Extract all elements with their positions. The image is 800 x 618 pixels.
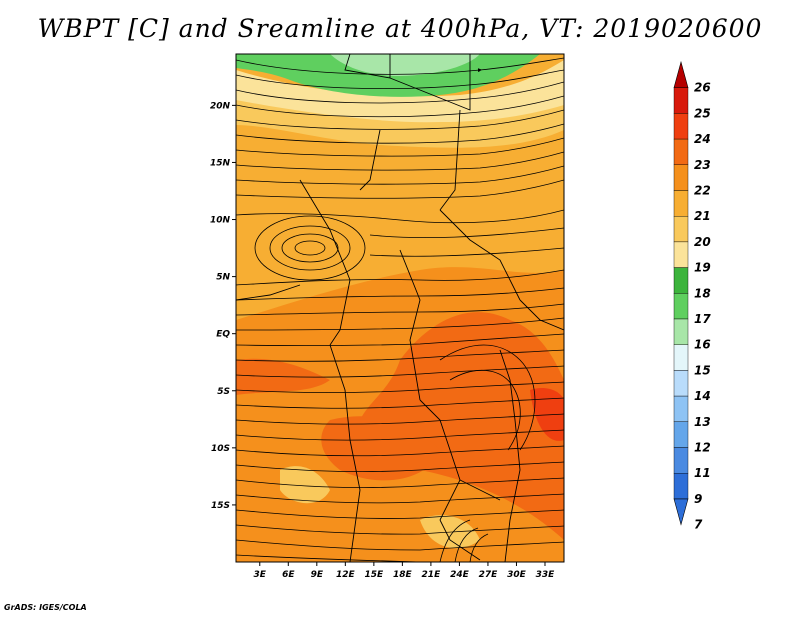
lon-tick-label: 3E (254, 570, 267, 580)
map-plot-area (236, 54, 564, 562)
colorbar-label: 14 (694, 389, 711, 403)
colorbar-segment (673, 473, 689, 500)
wbpt-field-20-south (280, 466, 330, 504)
colorbar-label: 11 (694, 466, 711, 480)
lon-tick-label: 33E (536, 570, 556, 580)
wbpt-field-23 (358, 312, 564, 540)
map-frame (235, 53, 565, 563)
credit-label: GrADS: IGES/COLA (4, 603, 87, 612)
lat-tick-label: 10N (210, 216, 231, 226)
lat-tick-label: 20N (210, 101, 231, 111)
lon-tick-label: 15E (365, 570, 385, 580)
colorbar-segment (673, 447, 689, 474)
colorbar-label: 16 (694, 338, 711, 352)
colorbar-label: 19 (694, 261, 711, 275)
colorbar-top-arrow (673, 60, 689, 88)
lon-tick-label: 18E (393, 570, 413, 580)
lon-tick-label: 24E (450, 570, 470, 580)
colorbar-segment (673, 370, 689, 397)
lon-tick-label: 12E (336, 570, 356, 580)
lat-tick-label: 10S (211, 444, 230, 454)
colorbar-label: 24 (694, 132, 711, 146)
lat-tick-label: 15S (211, 501, 230, 511)
colorbar-label: 9 (694, 492, 702, 506)
colorbar-segment (673, 293, 689, 320)
lon-tick-label: 9E (311, 570, 324, 580)
colorbar-segment (673, 344, 689, 371)
colorbar-segment (673, 241, 689, 268)
wbpt-field-20-south2 (420, 515, 480, 549)
colorbar-segment (673, 113, 689, 140)
colorbar-label: 15 (694, 363, 711, 377)
colorbar-label: 12 (694, 441, 711, 455)
colorbar-label: 22 (694, 184, 711, 198)
colorbar-segment (673, 138, 689, 166)
lon-tick-label: 6E (282, 570, 295, 580)
colorbar-segment (673, 395, 689, 423)
wbpt-field-16 (330, 54, 480, 76)
colorbar-label: 13 (694, 415, 711, 429)
colorbar-segment (673, 164, 689, 191)
colorbar-label: 17 (694, 312, 711, 326)
lat-tick-label: 5N (216, 273, 230, 283)
colorbar-segment (673, 87, 689, 114)
lon-tick-label: 27E (479, 570, 499, 580)
lat-tick-label: 15N (210, 158, 231, 168)
country-borders (236, 54, 564, 562)
wbpt-field-19 (236, 60, 564, 123)
longitude-axis: 3E 6E 9E 12E 15E 18E 21E 24E 27E 30E 33E (254, 562, 556, 580)
colorbar-label: 21 (694, 209, 711, 223)
colorbar-label: 26 (694, 81, 711, 95)
colorbar-label: 20 (694, 235, 711, 249)
wbpt-field-24 (530, 388, 564, 441)
colorbar-segment (673, 190, 689, 217)
colorbar-label: 7 (694, 518, 703, 532)
lon-tick-label: 21E (422, 570, 442, 580)
colorbar: 26 25 24 23 22 21 20 19 18 17 16 15 14 13 12 11 9 7 (673, 60, 711, 532)
colorbar-bottom-arrow (673, 498, 689, 526)
streamlines (236, 57, 564, 562)
colorbar-segment (673, 318, 689, 345)
lat-tick-label: EQ (216, 330, 230, 340)
lat-tick-label: 5S (217, 387, 230, 397)
lon-tick-label: 30E (507, 570, 527, 580)
latitude-axis: 20N 15N 10N 5N EQ 5S 10S 15S (210, 101, 236, 511)
colorbar-label: 25 (694, 106, 711, 120)
colorbar-label: 18 (694, 286, 711, 300)
colorbar-segment (673, 421, 689, 448)
colorbar-segment (673, 267, 689, 294)
map-title: WBPT [C] and Sreamline at 400hPa, VT: 20… (37, 14, 763, 43)
colorbar-label: 23 (694, 158, 711, 172)
wbpt-field-23-south (321, 416, 440, 481)
colorbar-segment (673, 215, 689, 243)
